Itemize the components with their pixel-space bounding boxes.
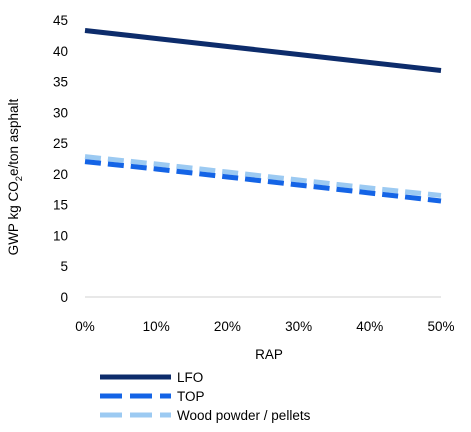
x-axis-title: RAP [255,347,283,362]
x-tick-label: 0% [75,319,95,334]
x-tick-label: 50% [427,319,454,334]
x-tick-label: 10% [143,319,170,334]
series-line-top [84,159,442,204]
x-tick-label: 30% [285,319,312,334]
legend-label-wood-powder-pellets: Wood powder / pellets [177,408,311,423]
legend-label-lfo: LFO [177,370,203,385]
y-axis-title-rest: e/ton asphalt [6,98,21,176]
y-tick-label: 20 [53,167,68,182]
y-tick-label: 0 [60,290,68,305]
x-tick-label: 20% [214,319,241,334]
y-axis-title-subscript: 2 [14,176,25,181]
y-tick-label: 15 [53,198,68,213]
y-tick-label: 25 [53,136,68,151]
y-axis-ticks: 0 5 10 15 20 25 30 35 40 45 [53,13,68,305]
y-tick-label: 45 [53,13,68,28]
y-axis-title: GWP kg CO2e/ton asphalt [6,98,25,255]
y-tick-label: 30 [53,105,68,120]
y-axis-title-main: GWP kg CO [6,181,21,255]
series-line-lfo [84,27,442,73]
y-tick-label: 10 [53,228,68,243]
y-tick-label: 35 [53,75,68,90]
legend-label-top: TOP [177,389,205,404]
x-axis-ticks: 0% 10% 20% 30% 40% 50% [75,319,454,334]
series-line-wood-powder-pellets [84,154,442,198]
y-tick-label: 5 [60,259,68,274]
legend: LFO TOP Wood powder / pellets [100,370,311,423]
series-lines [84,27,442,204]
y-tick-label: 40 [53,44,68,59]
x-tick-label: 40% [356,319,383,334]
